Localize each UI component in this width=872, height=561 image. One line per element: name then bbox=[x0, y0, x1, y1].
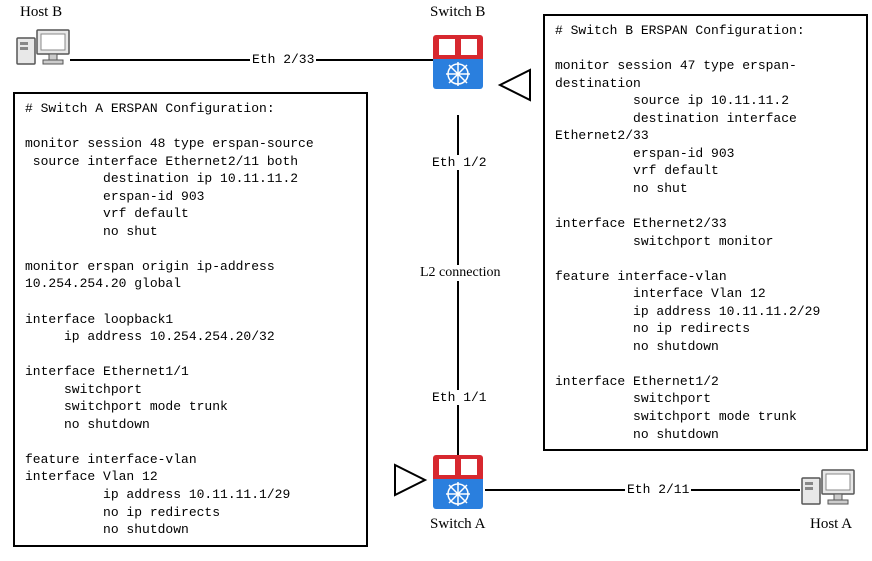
switch-b-label: Switch B bbox=[430, 4, 485, 21]
switch-b-config: # Switch B ERSPAN Configuration: monitor… bbox=[543, 14, 868, 451]
switch-a-label: Switch A bbox=[430, 516, 485, 533]
host-b-icon bbox=[15, 20, 75, 70]
l2-connection-label: L2 connection bbox=[418, 265, 502, 281]
switch-b-icon bbox=[433, 35, 483, 89]
host-a-label: Host A bbox=[810, 516, 852, 533]
switch-a-config: # Switch A ERSPAN Configuration: monitor… bbox=[13, 92, 368, 547]
host-b-label: Host B bbox=[20, 4, 62, 21]
host-a-icon bbox=[800, 460, 860, 510]
if-eth11: Eth 1/1 bbox=[430, 390, 489, 405]
if-eth12: Eth 1/2 bbox=[430, 155, 489, 170]
if-eth211: Eth 2/11 bbox=[625, 482, 691, 497]
if-eth233: Eth 2/33 bbox=[250, 52, 316, 67]
switch-a-icon bbox=[433, 455, 483, 509]
